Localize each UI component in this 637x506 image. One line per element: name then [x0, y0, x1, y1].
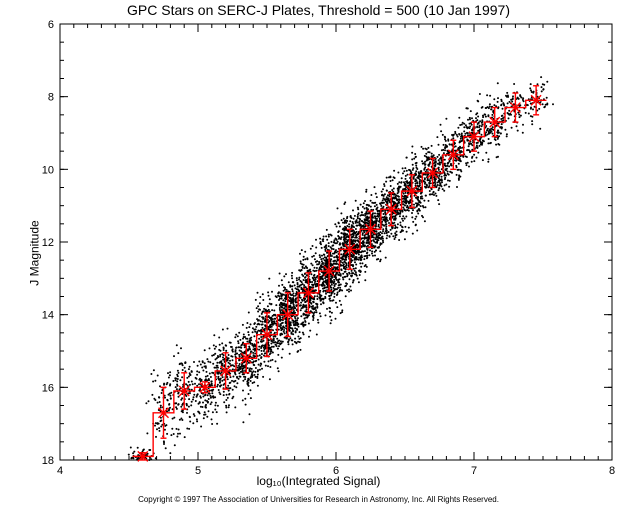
- y-tick-label: 12: [42, 237, 54, 249]
- y-tick-label: 16: [42, 382, 54, 394]
- y-tick-label: 14: [42, 310, 54, 322]
- x-tick-label: 4: [57, 465, 63, 477]
- y-tick-label: 8: [48, 92, 54, 104]
- y-tick-label: 6: [48, 19, 54, 31]
- chart-container: GPC Stars on SERC-J Plates, Threshold = …: [0, 0, 637, 506]
- x-tick-label: 8: [609, 465, 615, 477]
- x-tick-label: 5: [195, 465, 201, 477]
- y-tick-label: 18: [42, 455, 54, 467]
- x-tick-label: 6: [333, 465, 339, 477]
- x-tick-label: 7: [471, 465, 477, 477]
- y-tick-label: 10: [42, 164, 54, 176]
- scatter-series: [128, 76, 554, 461]
- plot-svg: 4 5 6 7 8 6 8 10 12 14 16 18: [0, 0, 637, 506]
